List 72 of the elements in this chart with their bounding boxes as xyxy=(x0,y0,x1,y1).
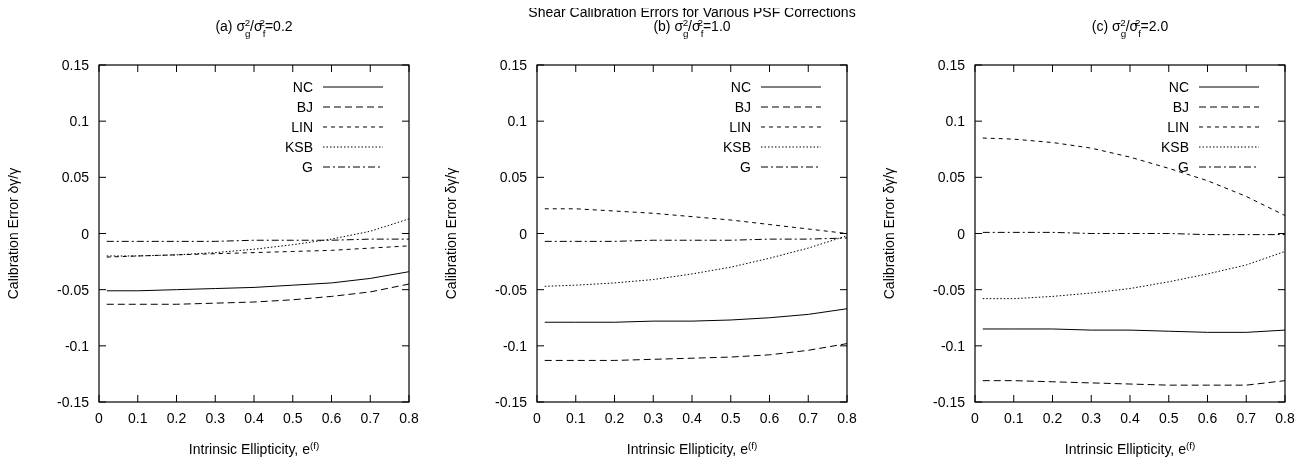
y-axis-title: Calibration Error δγ/γ xyxy=(881,167,897,300)
legend-label: KSB xyxy=(284,139,313,155)
x-tick-label: 0.6 xyxy=(1197,410,1218,426)
legend-label: KSB xyxy=(1160,139,1189,155)
x-tick-label: 0.1 xyxy=(128,410,148,426)
chart-title: (a) σ$_{g}$$^{2}$/σ$_{f}$$^{2}$=0.2 xyxy=(215,16,293,39)
x-tick-label: 0.1 xyxy=(1004,410,1024,426)
x-tick-label: 0.8 xyxy=(1275,410,1295,426)
y-tick-label: -0.15 xyxy=(57,394,90,410)
x-tick-label: 0.7 xyxy=(360,410,381,426)
x-tick-label: 0.2 xyxy=(604,410,625,426)
y-tick-label: 0.15 xyxy=(499,57,528,73)
y-tick-label: 0.15 xyxy=(937,57,966,73)
y-tick-label: 0.1 xyxy=(945,113,966,130)
x-tick-label: 0.6 xyxy=(321,410,342,426)
x-tick-label: 0.4 xyxy=(244,410,264,426)
y-tick-label: 0.1 xyxy=(507,113,528,130)
x-tick-label: 0.4 xyxy=(682,410,702,426)
x-tick-label: 0.4 xyxy=(1120,410,1140,426)
x-axis-title: Intrinsic Ellipticity, e$^{(f)}$ xyxy=(1064,439,1196,457)
x-tick-label: 0.7 xyxy=(798,410,819,426)
legend-label: LIN xyxy=(291,119,313,135)
y-tick-label: -0.05 xyxy=(57,281,90,298)
x-tick-label: 0.5 xyxy=(721,410,741,426)
x-tick-label: 0.2 xyxy=(1042,410,1063,426)
legend-label: NC xyxy=(292,79,313,95)
x-tick-label: 0.3 xyxy=(205,410,226,426)
x-axis-title: Intrinsic Ellipticity, e$^{(f)}$ xyxy=(626,439,758,457)
legend-label: KSB xyxy=(722,139,751,155)
y-tick-label: -0.05 xyxy=(495,281,528,298)
legend-label: BJ xyxy=(296,99,313,115)
legend-label: LIN xyxy=(729,119,751,135)
y-axis-title: Calibration Error δγ/γ xyxy=(5,167,21,300)
chart-title: (b) σ$_{g}$$^{2}$/σ$_{f}$$^{2}$=1.0 xyxy=(653,16,731,39)
x-axis-title: Intrinsic Ellipticity, e$^{(f)}$ xyxy=(188,439,320,457)
x-tick-label: 0.7 xyxy=(1236,410,1257,426)
x-tick-label: 0.5 xyxy=(1159,410,1179,426)
legend-label: G xyxy=(1178,159,1189,175)
x-tick-label: 0.2 xyxy=(166,410,187,426)
y-tick-label: -0.1 xyxy=(64,337,90,354)
y-tick-label: 0.1 xyxy=(69,113,90,130)
y-tick-label: -0.1 xyxy=(940,337,966,354)
x-tick-label: 0.3 xyxy=(643,410,664,426)
x-tick-label: 0.5 xyxy=(283,410,303,426)
legend-label: G xyxy=(740,159,751,175)
x-tick-label: 0.3 xyxy=(1081,410,1102,426)
y-tick-label: 0 xyxy=(519,225,528,242)
x-tick-label: 0 xyxy=(533,410,542,426)
y-tick-label: 0 xyxy=(957,225,966,242)
y-axis-title: Calibration Error δγ/γ xyxy=(443,167,459,300)
x-tick-label: 0.8 xyxy=(399,410,419,426)
x-tick-label: 0 xyxy=(971,410,980,426)
x-tick-label: 0.8 xyxy=(837,410,857,426)
y-tick-label: 0 xyxy=(81,225,90,242)
x-tick-label: 0.6 xyxy=(759,410,780,426)
legend-label: BJ xyxy=(1172,99,1189,115)
y-tick-label: 0.05 xyxy=(61,169,90,186)
y-tick-label: -0.1 xyxy=(502,337,528,354)
y-tick-label: 0.05 xyxy=(499,169,528,186)
y-tick-label: -0.15 xyxy=(933,394,966,410)
chart-title: (c) σ$_{g}$$^{2}$/σ$_{f}$$^{2}$=2.0 xyxy=(1091,16,1169,39)
legend-label: LIN xyxy=(1167,119,1189,135)
legend-label: NC xyxy=(730,79,751,95)
y-tick-label: 0.15 xyxy=(61,57,90,73)
y-tick-label: -0.15 xyxy=(495,394,528,410)
legend-label: NC xyxy=(1168,79,1189,95)
x-tick-label: 0.1 xyxy=(566,410,586,426)
legend-label: BJ xyxy=(734,99,751,115)
y-tick-label: -0.05 xyxy=(933,281,966,298)
x-tick-label: 0 xyxy=(95,410,104,426)
y-tick-label: 0.05 xyxy=(937,169,966,186)
legend-label: G xyxy=(302,159,313,175)
